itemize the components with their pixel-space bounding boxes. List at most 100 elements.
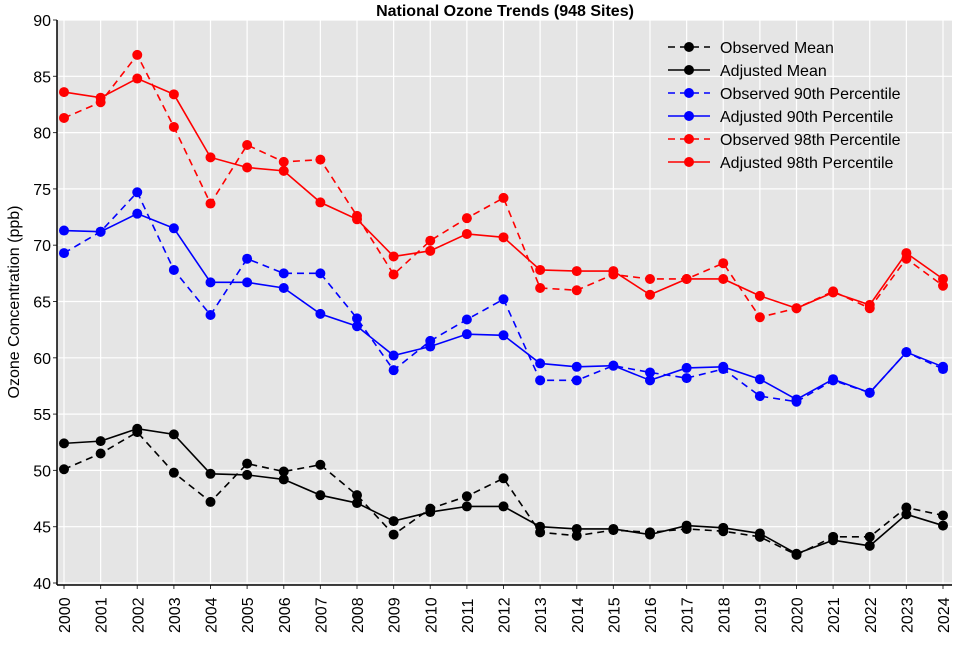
y-tick-label: 70 <box>33 238 51 255</box>
x-tick-label: 2009 <box>387 597 404 633</box>
x-tick-label: 2003 <box>167 597 184 633</box>
data-point <box>388 251 399 262</box>
y-tick-label: 85 <box>33 69 51 86</box>
data-point <box>901 248 912 259</box>
legend-label: Observed 90th Percentile <box>720 86 901 103</box>
legend-marker <box>684 134 694 144</box>
x-tick-label: 2005 <box>240 597 257 633</box>
data-point <box>352 321 362 332</box>
data-point <box>388 365 399 376</box>
data-point <box>205 468 216 479</box>
data-point <box>754 374 765 385</box>
data-point <box>352 490 362 501</box>
data-point <box>461 329 472 340</box>
x-tick-label: 2007 <box>313 597 330 633</box>
y-tick-label: 80 <box>33 126 51 143</box>
y-tick-label: 75 <box>33 182 51 199</box>
data-point <box>425 245 436 256</box>
data-point <box>132 208 143 219</box>
y-tick-label: 50 <box>33 463 51 480</box>
data-point <box>571 375 582 386</box>
data-point <box>132 49 143 60</box>
x-tick-label: 2006 <box>277 597 294 633</box>
series-adjusted-90th-percentile <box>59 208 948 405</box>
data-point <box>645 375 655 386</box>
data-point <box>132 73 143 84</box>
y-tick-label: 45 <box>33 520 51 537</box>
y-tick-label: 65 <box>33 295 51 312</box>
data-point <box>278 466 289 477</box>
data-point <box>388 516 399 527</box>
x-tick-label: 2011 <box>460 598 477 633</box>
data-point <box>205 496 216 507</box>
x-tick-label: 2020 <box>790 597 807 633</box>
data-point <box>535 375 546 386</box>
x-tick-label: 2023 <box>899 597 916 633</box>
data-point <box>864 299 875 310</box>
data-point <box>388 269 399 280</box>
data-point <box>608 360 619 371</box>
data-point <box>864 387 875 398</box>
legend-marker <box>684 157 694 167</box>
data-point <box>645 273 655 284</box>
data-point <box>864 531 875 542</box>
data-point <box>828 374 839 385</box>
data-point <box>535 282 546 293</box>
data-point <box>498 294 509 305</box>
data-point <box>168 223 179 234</box>
data-point <box>352 498 362 509</box>
data-point <box>498 501 509 512</box>
data-point <box>754 528 765 539</box>
data-point <box>205 152 216 163</box>
x-tick-label: 2000 <box>57 597 74 633</box>
data-point <box>315 197 326 208</box>
x-tick-label: 2008 <box>350 597 367 633</box>
data-point <box>168 429 179 440</box>
data-point <box>278 282 289 293</box>
data-point <box>205 277 216 288</box>
data-point <box>59 87 69 98</box>
data-point <box>242 469 253 480</box>
data-point <box>278 268 289 279</box>
y-tick-label: 90 <box>33 13 51 30</box>
data-point <box>645 289 655 300</box>
data-point <box>498 192 509 203</box>
data-point <box>535 358 546 369</box>
x-tick-label: 2015 <box>606 597 623 633</box>
data-point <box>242 277 253 288</box>
data-point <box>59 248 69 259</box>
legend-label: Adjusted 90th Percentile <box>720 109 894 126</box>
data-point <box>791 303 802 314</box>
data-point <box>718 361 729 372</box>
data-point <box>498 330 509 341</box>
data-point <box>315 308 326 319</box>
data-point <box>901 347 912 358</box>
data-point <box>828 535 839 546</box>
data-point <box>205 310 216 321</box>
data-point <box>59 438 69 449</box>
data-point <box>132 187 143 198</box>
y-tick-label: 60 <box>33 351 51 368</box>
legend-label: Adjusted 98th Percentile <box>720 155 894 172</box>
data-point <box>425 235 436 246</box>
series-adjusted-mean <box>59 423 948 559</box>
data-point <box>278 474 289 485</box>
data-point <box>315 154 326 165</box>
x-tick-label: 2019 <box>753 597 770 633</box>
data-point <box>95 448 106 459</box>
data-point <box>168 264 179 275</box>
data-point <box>242 458 253 469</box>
data-point <box>388 350 399 361</box>
data-point <box>132 423 143 434</box>
data-point <box>59 464 69 475</box>
data-point <box>168 121 179 132</box>
legend-label: Observed 98th Percentile <box>720 132 901 149</box>
x-tick-label: 2021 <box>826 597 843 633</box>
data-point <box>864 540 875 551</box>
data-point <box>59 225 69 236</box>
legend-marker <box>684 88 694 98</box>
data-point <box>168 467 179 478</box>
data-point <box>901 509 912 520</box>
legend-label: Adjusted Mean <box>720 63 827 80</box>
x-tick-label: 2001 <box>94 597 111 633</box>
